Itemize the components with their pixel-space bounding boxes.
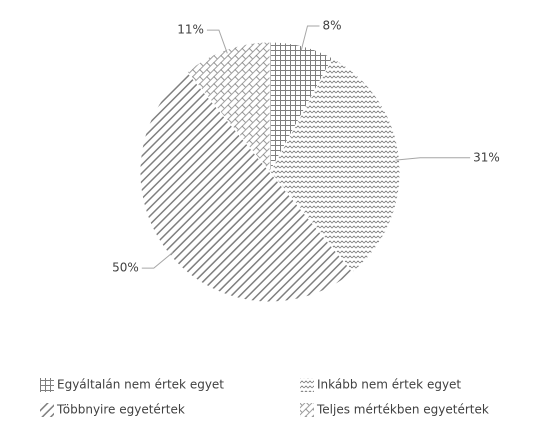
- leader-line: [141, 251, 174, 269]
- legend-swatch: [300, 403, 314, 417]
- legend-swatch: [40, 403, 54, 417]
- leader-line: [395, 157, 471, 161]
- legend-label: Többnyire egyetértek: [56, 403, 185, 417]
- leader-line: [206, 29, 228, 54]
- legend-label: Inkább nem értek egyet: [317, 378, 461, 392]
- data-label: 31%: [473, 150, 500, 164]
- legend-label: Teljes mértékben egyetértek: [316, 403, 489, 417]
- data-label: 50%: [112, 261, 139, 275]
- legend-swatch: [300, 378, 314, 392]
- legend-label: Egyáltalán nem értek egyet: [57, 378, 224, 392]
- data-label: 8%: [323, 18, 342, 32]
- data-label: 11%: [177, 23, 204, 37]
- legend-swatch: [40, 378, 54, 392]
- leader-line: [300, 25, 320, 50]
